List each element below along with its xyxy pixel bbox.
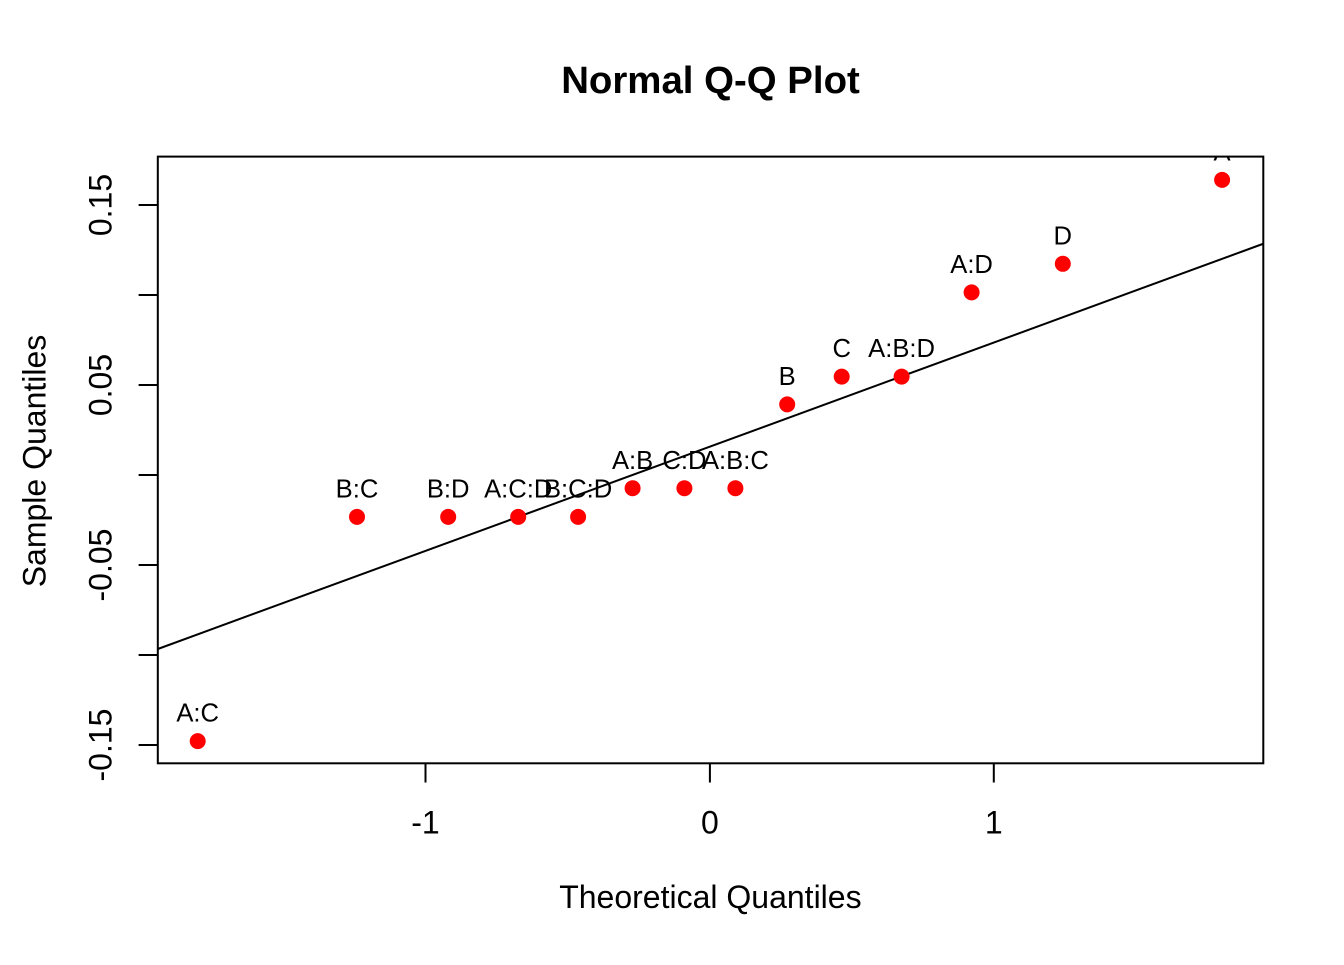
svg-text:0.05: 0.05 xyxy=(82,354,118,416)
svg-text:Theoretical Quantiles: Theoretical Quantiles xyxy=(559,879,861,915)
svg-text:-0.15: -0.15 xyxy=(82,709,118,782)
svg-text:1: 1 xyxy=(985,805,1003,841)
svg-text:Normal Q-Q Plot: Normal Q-Q Plot xyxy=(561,59,860,102)
svg-text:B:C: B:C xyxy=(336,476,379,504)
svg-text:A:D: A:D xyxy=(950,251,993,279)
svg-text:A:C: A:C xyxy=(176,700,219,728)
svg-text:B:C:D: B:C:D xyxy=(544,476,612,504)
svg-text:D: D xyxy=(1054,222,1072,250)
svg-text:0.15: 0.15 xyxy=(82,174,118,236)
svg-text:C:D: C:D xyxy=(662,447,706,475)
svg-text:A:B: A:B xyxy=(612,447,653,475)
svg-text:B: B xyxy=(779,363,796,391)
svg-text:-0.05: -0.05 xyxy=(82,529,118,602)
svg-text:B:D: B:D xyxy=(427,476,470,504)
svg-text:A: A xyxy=(1214,139,1232,167)
svg-text:Sample Quantiles: Sample Quantiles xyxy=(16,335,52,588)
svg-text:A:C:D: A:C:D xyxy=(484,476,552,504)
svg-text:C: C xyxy=(832,335,850,363)
svg-text:0: 0 xyxy=(701,805,719,841)
svg-text:-1: -1 xyxy=(411,805,439,841)
svg-text:A:B:C: A:B:C xyxy=(702,447,769,475)
svg-text:A:B:D: A:B:D xyxy=(868,335,935,363)
